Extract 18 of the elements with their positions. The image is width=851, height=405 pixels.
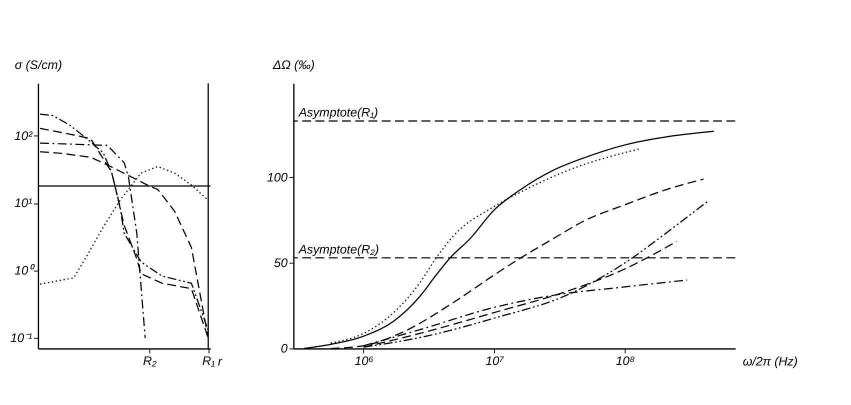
y-tick-label: 10¹ [14,196,32,210]
y-tick-label: 10⁻¹ [10,330,32,345]
y-axis-title: σ (S/cm) [14,58,62,72]
x-tick-label: R₂ [143,354,157,368]
x-axis-title: ω/2π (Hz) [742,354,798,369]
ref-line-label: Asymptote(R₁) [298,106,378,120]
x-tick-label: R₁ [202,354,216,368]
y-tick-label: 0 [280,341,288,356]
x-tick-label: 10⁷ [485,354,504,368]
y-tick-label: 50 [274,256,288,270]
y-axis-title: ΔΩ (‰) [272,58,315,72]
x-axis-title: r [218,354,223,369]
y-tick-label: 100 [267,170,288,184]
ref-line-label: Asymptote(R₂) [298,242,379,256]
x-tick-label: 10⁶ [354,354,374,368]
y-tick-label: 10⁰ [14,264,36,278]
y-tick-label: 10² [14,128,34,143]
x-tick-label: 10⁸ [616,354,635,368]
